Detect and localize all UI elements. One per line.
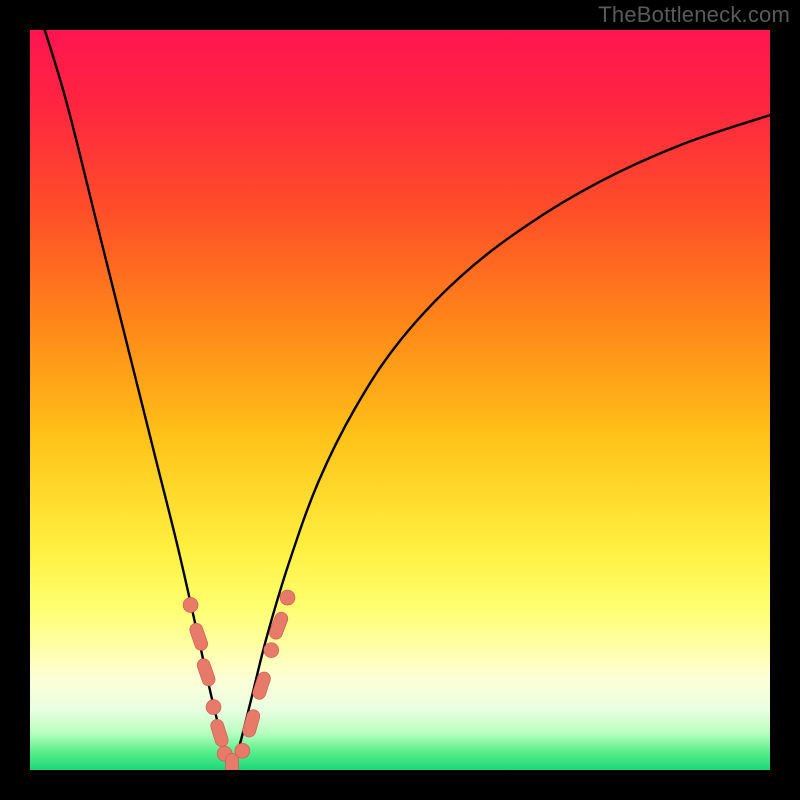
marker-circle (280, 590, 295, 605)
chart-root: TheBottleneck.com (0, 0, 800, 800)
marker-circle (235, 743, 250, 758)
marker-circle (206, 700, 221, 715)
marker-circle (183, 597, 198, 612)
watermark-text: TheBottleneck.com (598, 2, 790, 28)
marker-circle (264, 643, 279, 658)
chart-svg (0, 0, 800, 800)
